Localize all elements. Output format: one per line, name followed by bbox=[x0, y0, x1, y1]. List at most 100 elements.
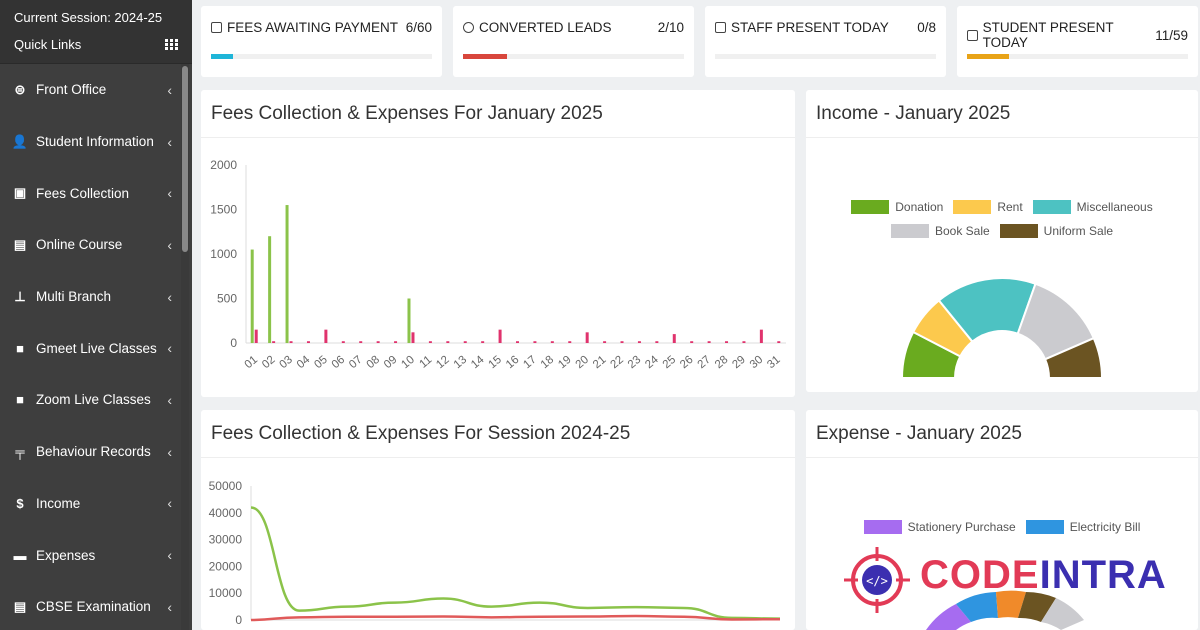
scrollbar-thumb[interactable] bbox=[182, 66, 188, 252]
bar bbox=[690, 341, 694, 343]
y-tick-label: 0 bbox=[235, 613, 242, 627]
legend-item[interactable]: Stationery Purchase bbox=[863, 520, 1016, 534]
x-tick-label: 30 bbox=[748, 354, 766, 371]
y-tick-label: 1000 bbox=[210, 247, 237, 261]
x-tick-label: 16 bbox=[504, 354, 522, 371]
legend-item[interactable]: Book Sale bbox=[890, 224, 990, 238]
bar bbox=[394, 341, 398, 343]
bar bbox=[759, 329, 763, 343]
stat-label: STAFF PRESENT TODAY bbox=[731, 20, 889, 35]
x-tick-label: 17 bbox=[521, 354, 539, 371]
sidebar-item-student-information[interactable]: 👤 Student Information ‹ bbox=[0, 116, 180, 168]
legend-item[interactable]: Electricity Bill bbox=[1025, 520, 1140, 534]
sidebar-item-multi-branch[interactable]: ⊥ Multi Branch ‹ bbox=[0, 271, 180, 323]
sidebar-item-income[interactable]: $ Income ‹ bbox=[0, 478, 180, 530]
y-tick-label: 10000 bbox=[209, 586, 243, 600]
legend-item[interactable]: Rent bbox=[953, 200, 1023, 214]
x-tick-label: 29 bbox=[730, 354, 748, 371]
x-tick-label: 01 bbox=[243, 354, 261, 371]
codeintra-watermark-logo: </> CODEINTRA bbox=[832, 545, 1192, 615]
bar bbox=[585, 332, 589, 343]
x-tick-label: 31 bbox=[765, 354, 783, 371]
panel-monthly-fees: Fees Collection & Expenses For January 2… bbox=[201, 90, 795, 397]
file-icon: ▤ bbox=[13, 236, 27, 252]
progress-bar bbox=[463, 54, 508, 59]
quick-links[interactable]: Quick Links bbox=[14, 37, 178, 52]
pie-slice bbox=[1043, 336, 1104, 379]
stat-card-fees-awaiting[interactable]: FEES AWAITING PAYMENT 6/60 bbox=[201, 6, 442, 77]
legend-item[interactable]: Uniform Sale bbox=[999, 224, 1114, 238]
sidebar-item-gmeet-live-classes[interactable]: ■ Gmeet Live Classes ‹ bbox=[0, 322, 180, 374]
document-icon: ▤ bbox=[13, 598, 27, 614]
bar bbox=[777, 341, 781, 343]
chevron-left-icon: ‹ bbox=[167, 81, 172, 98]
sitemap-icon: ⊥ bbox=[14, 288, 26, 304]
stat-card-converted-leads[interactable]: CONVERTED LEADS 2/10 bbox=[453, 6, 694, 77]
income-half-doughnut bbox=[900, 277, 1104, 379]
y-tick-label: 50000 bbox=[209, 479, 243, 493]
x-tick-label: 07 bbox=[347, 354, 365, 371]
chevron-left-icon: ‹ bbox=[167, 133, 172, 150]
x-tick-label: 11 bbox=[417, 354, 434, 371]
bar bbox=[254, 329, 258, 343]
x-tick-label: 24 bbox=[643, 353, 661, 371]
current-session: Current Session: 2024-25 bbox=[14, 10, 163, 25]
sidebar-item-cbse-examination[interactable]: ▤ CBSE Examination ‹ bbox=[0, 581, 180, 630]
legend-label: Uniform Sale bbox=[1043, 224, 1114, 238]
sidebar-item-label: Multi Branch bbox=[36, 289, 112, 305]
x-tick-label: 10 bbox=[399, 354, 417, 371]
stat-value: 11/59 bbox=[1155, 27, 1188, 43]
bar bbox=[306, 341, 310, 343]
x-tick-label: 13 bbox=[452, 354, 470, 371]
x-tick-label: 08 bbox=[365, 354, 383, 371]
bar bbox=[672, 334, 676, 343]
panel-title: Fees Collection & Expenses For January 2… bbox=[201, 90, 795, 138]
chevron-left-icon: ‹ bbox=[167, 547, 172, 564]
bar bbox=[742, 341, 746, 343]
bar bbox=[603, 341, 607, 343]
y-tick-label: 30000 bbox=[209, 533, 243, 547]
bar bbox=[498, 329, 502, 343]
bar bbox=[359, 341, 363, 343]
x-tick-label: 04 bbox=[295, 353, 313, 371]
sidebar-header: Current Session: 2024-25 Quick Links bbox=[0, 0, 192, 64]
sidebar-item-online-course[interactable]: ▤ Online Course ‹ bbox=[0, 219, 180, 271]
bar bbox=[725, 341, 729, 343]
stat-value: 2/10 bbox=[657, 20, 684, 35]
grid-icon[interactable] bbox=[165, 38, 178, 51]
sidebar-item-label: Online Course bbox=[36, 237, 123, 253]
x-tick-label: 26 bbox=[678, 354, 696, 371]
sidebar-item-front-office[interactable]: ⊜ Front Office ‹ bbox=[0, 64, 180, 116]
x-tick-label: 22 bbox=[608, 354, 626, 371]
sidebar-item-behaviour-records[interactable]: ╤ Behaviour Records ‹ bbox=[0, 426, 180, 478]
x-tick-label: 02 bbox=[260, 354, 278, 371]
x-tick-label: 03 bbox=[277, 354, 295, 371]
panel-title: Fees Collection & Expenses For Session 2… bbox=[201, 410, 795, 458]
sidebar-item-fees-collection[interactable]: ▣ Fees Collection ‹ bbox=[0, 167, 180, 219]
sidebar-item-zoom-live-classes[interactable]: ■ Zoom Live Classes ‹ bbox=[0, 374, 180, 426]
credit-card-icon: ▬ bbox=[13, 547, 27, 563]
video-icon: ■ bbox=[16, 340, 24, 356]
x-tick-label: 27 bbox=[696, 354, 714, 371]
y-tick-label: 2000 bbox=[210, 158, 237, 172]
sidebar-scrollbar[interactable] bbox=[181, 64, 189, 630]
x-tick-label: 20 bbox=[574, 354, 592, 371]
bar bbox=[407, 298, 411, 343]
dollar-icon: $ bbox=[16, 495, 24, 511]
bar bbox=[272, 341, 276, 343]
legend-item[interactable]: Donation bbox=[851, 200, 943, 214]
stat-card-student-present[interactable]: STUDENT PRESENT TODAY 11/59 bbox=[957, 6, 1198, 77]
series-line bbox=[250, 614, 781, 622]
sidebar-item-label: Student Information bbox=[36, 134, 154, 150]
bar bbox=[516, 341, 519, 343]
bar bbox=[324, 329, 328, 343]
chevron-left-icon: ‹ bbox=[167, 391, 172, 408]
legend-label: Miscellaneous bbox=[1076, 200, 1153, 214]
bar bbox=[341, 341, 345, 343]
sidebar-item-label: Gmeet Live Classes bbox=[36, 340, 157, 356]
sidebar-item-expenses[interactable]: ▬ Expenses ‹ bbox=[0, 529, 180, 581]
stat-card-staff-present[interactable]: STAFF PRESENT TODAY 0/8 bbox=[705, 6, 946, 77]
logo-text-code: CODE bbox=[920, 553, 1040, 597]
legend-item[interactable]: Miscellaneous bbox=[1032, 200, 1153, 214]
progress-track bbox=[715, 54, 936, 59]
